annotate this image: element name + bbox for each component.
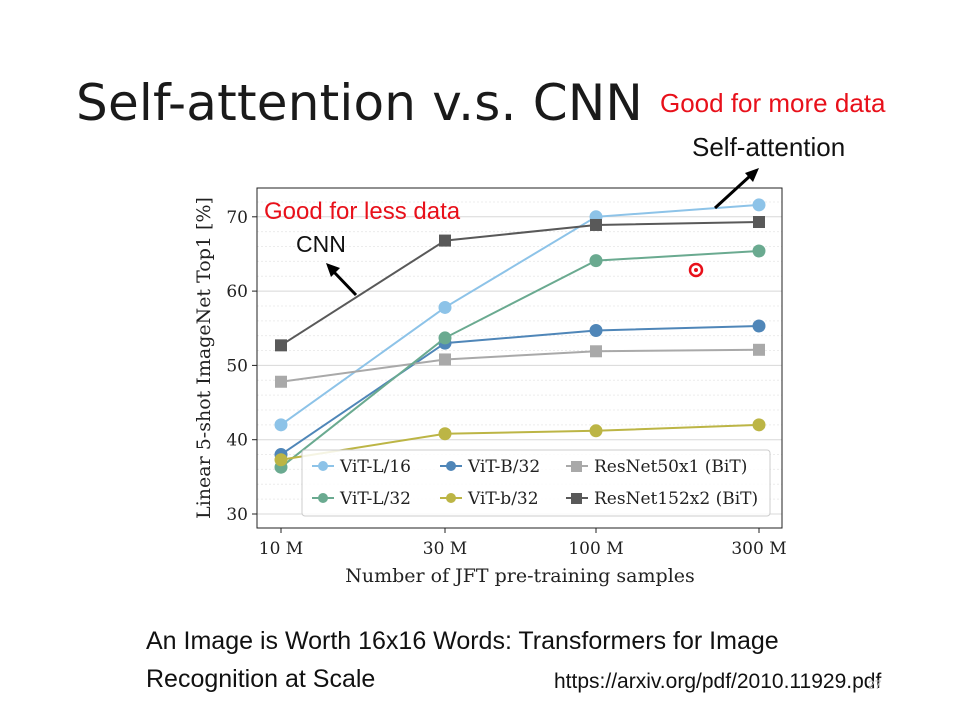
y-tick-label: 30 — [226, 505, 248, 525]
data-point — [438, 300, 452, 314]
data-point — [274, 453, 288, 467]
data-point — [589, 254, 603, 268]
legend-box — [301, 449, 771, 517]
y-axis-label: Linear 5-shot ImageNet Top1 [%] — [193, 197, 215, 519]
arrow-cnn — [326, 263, 358, 297]
series-line — [280, 348, 760, 383]
plot-frame — [256, 187, 783, 529]
series-line — [280, 203, 760, 426]
legend-label: ViT-B/32 — [467, 457, 540, 477]
paper-url[interactable]: https://arxiv.org/pdf/2010.11929.pdf — [554, 670, 882, 693]
y-tick-label: 60 — [226, 282, 248, 302]
data-point — [589, 424, 603, 438]
legend-entry-vit-b-32: ViT-b/32 — [440, 489, 539, 509]
legend: ViT-L/16 ViT-B/32 ResNet50x1 (BiT) ViT-L/32… — [301, 449, 771, 517]
series-line — [280, 423, 760, 461]
legend-marker — [318, 493, 328, 503]
data-point — [752, 198, 766, 212]
legend-marker — [446, 461, 456, 471]
y-tick-label: 70 — [226, 208, 248, 228]
x-tick-label: 10 M — [259, 539, 303, 559]
legend-entry-vit-l-32: ViT-L/32 — [312, 489, 411, 509]
data-point — [438, 427, 452, 441]
legend-label: ViT-L/16 — [339, 457, 411, 477]
legend-marker — [571, 461, 582, 472]
data-point — [275, 375, 287, 388]
series-vit-l-16 — [274, 198, 766, 432]
data-point — [439, 353, 451, 366]
annotation-cnn: CNN — [296, 231, 346, 257]
data-point — [274, 418, 288, 432]
data-point — [752, 319, 766, 333]
x-ticks: 10 M 30 M 100 M 300 M — [259, 528, 787, 559]
annotation-good-for-less-data: Good for less data — [264, 198, 461, 225]
x-tick-label: 30 M — [423, 539, 467, 559]
x-tick-label: 300 M — [731, 539, 786, 559]
legend-entry-vit-b-32: ViT-B/32 — [440, 457, 540, 477]
series-vit-b-32 — [274, 418, 766, 467]
series — [274, 198, 766, 474]
slide-title: Self-attention v.s. CNN — [76, 74, 644, 132]
legend-marker — [571, 493, 582, 504]
legend-label: ViT-L/32 — [339, 489, 411, 509]
data-point — [275, 339, 287, 352]
data-point — [590, 345, 602, 358]
data-point — [589, 323, 603, 337]
data-point — [438, 331, 452, 345]
y-tick-label: 50 — [226, 356, 248, 376]
annotation-good-for-more-data: Good for more data — [660, 88, 886, 118]
series-line — [280, 325, 760, 456]
pointer-marker — [688, 262, 704, 278]
series-vit-l-32 — [274, 244, 766, 474]
legend-label: ViT-b/32 — [467, 489, 539, 509]
legend-marker — [446, 493, 456, 503]
data-point — [752, 418, 766, 432]
y-ticks: 30 40 50 60 70 — [226, 208, 257, 525]
legend-marker — [318, 461, 328, 471]
data-point — [439, 234, 451, 247]
data-point — [590, 218, 602, 231]
data-point — [753, 216, 765, 229]
legend-entry-vit-l-16: ViT-L/16 — [312, 457, 411, 477]
page-number: 27 — [868, 678, 882, 692]
legend-label: ResNet152x2 (BiT) — [594, 489, 758, 509]
series-resnet152x2-bit — [275, 216, 765, 352]
x-tick-label: 100 M — [568, 539, 623, 559]
series-line — [280, 249, 760, 468]
data-point — [753, 343, 765, 356]
legend-entry-resnet152x2-bit: ResNet152x2 (BiT) — [566, 489, 758, 509]
series-resnet50x1-bit — [275, 343, 765, 388]
arrow-self-attention — [713, 168, 759, 210]
paper-caption: An Image is Worth 16x16 Words: Transform… — [146, 627, 779, 693]
legend-entry-resnet50x1-bit: ResNet50x1 (BiT) — [566, 457, 747, 477]
legend-label: ResNet50x1 (BiT) — [594, 457, 747, 477]
series-line — [280, 221, 760, 347]
annotation-self-attention: Self-attention — [692, 132, 846, 162]
data-point — [752, 244, 766, 258]
y-tick-label: 40 — [226, 431, 248, 451]
x-axis-label: Number of JFT pre-training samples — [345, 565, 695, 587]
